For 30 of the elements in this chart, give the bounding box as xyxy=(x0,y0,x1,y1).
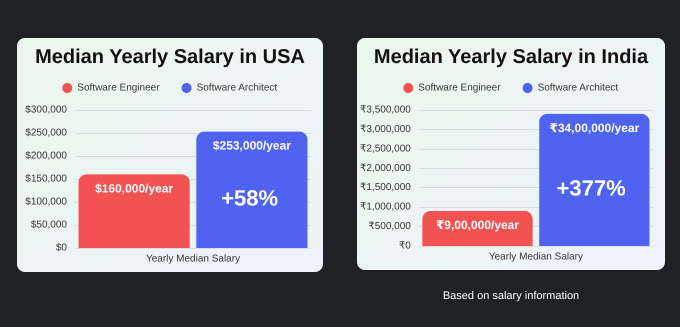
data-label: ₹9,00,000/year xyxy=(436,218,520,232)
data-label: $253,000/year xyxy=(212,138,292,153)
data-label: ₹34,00,000/year xyxy=(549,120,640,135)
y-tick-label: ₹1,000,000 xyxy=(360,202,412,213)
annotation: +377% xyxy=(556,175,626,200)
chart-title: Median Yearly Salary in USA xyxy=(35,46,305,68)
legend-label: Software Architect xyxy=(196,82,278,94)
data-label: $160,000/year xyxy=(95,181,174,196)
annotation: +58% xyxy=(221,185,278,210)
y-tick-label: ₹500,000 xyxy=(368,221,412,232)
y-tick-label: ₹3,000,000 xyxy=(360,124,412,135)
y-tick-label: $0 xyxy=(56,242,68,254)
x-tick-label: Yearly Median Salary xyxy=(146,254,240,264)
y-tick-label: ₹2,000,000 xyxy=(360,162,412,174)
x-tick-label: Yearly Median Salary xyxy=(488,252,583,262)
y-tick-label: ₹3,500,000 xyxy=(360,104,412,116)
y-tick-label: $50,000 xyxy=(30,220,68,230)
y-tick-label: $200,000 xyxy=(25,150,68,162)
y-tick-label: $100,000 xyxy=(25,196,68,208)
y-tick-label: ₹2,500,000 xyxy=(360,143,412,154)
y-tick-label: $300,000 xyxy=(25,104,68,116)
y-tick-label: ₹1,500,000 xyxy=(360,182,412,194)
legend-label: Software Engineer xyxy=(418,82,502,94)
chart-title: Median Yearly Salary in India xyxy=(374,46,649,68)
legend-label: Software Architect xyxy=(538,82,618,94)
y-tick-label: $150,000 xyxy=(25,174,68,184)
y-tick-label: $250,000 xyxy=(25,128,68,138)
text: Based on salary information xyxy=(442,290,580,302)
y-tick-label: ₹0 xyxy=(398,240,412,252)
legend-label: Software Engineer xyxy=(77,82,160,94)
